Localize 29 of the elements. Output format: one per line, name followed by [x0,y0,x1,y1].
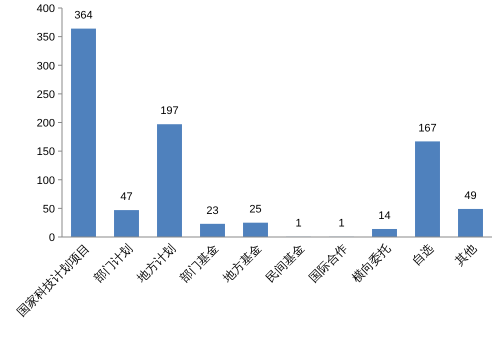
x-tick-label: 民间基金 [263,241,307,286]
data-label: 364 [74,10,93,22]
data-label: 1 [338,217,345,230]
y-tick-label: 100 [36,174,55,187]
x-tick-label: 部门计划 [91,241,135,286]
y-tick-label: 0 [48,232,55,244]
y-tick-label: 200 [36,118,55,130]
x-tick-label: 国际合作 [306,241,350,286]
y-tick-label: 300 [36,60,55,72]
x-tick-label: 其他 [452,241,479,268]
data-label: 25 [249,204,262,216]
x-tick-label: 自选 [408,241,436,268]
y-tick-label: 50 [42,203,55,216]
data-label: 167 [418,122,437,134]
x-tick-label: 横向委托 [349,241,393,286]
x-tick-label: 地方基金 [219,241,264,286]
y-tick-label: 350 [36,32,55,44]
y-tick-label: 400 [36,3,55,15]
data-label: 49 [464,190,477,202]
y-tick-label: 150 [36,146,55,158]
data-label: 14 [378,210,391,222]
data-label: 1 [295,217,302,230]
y-tick-label: 250 [36,88,55,101]
data-label: 23 [206,204,219,217]
data-label: 47 [120,191,133,204]
x-tick-label: 地方计划 [133,241,178,286]
data-label: 197 [160,105,179,118]
x-tick-label: 部门基金 [177,241,221,286]
x-tick-label: 国家科技计划项目 [14,241,92,320]
